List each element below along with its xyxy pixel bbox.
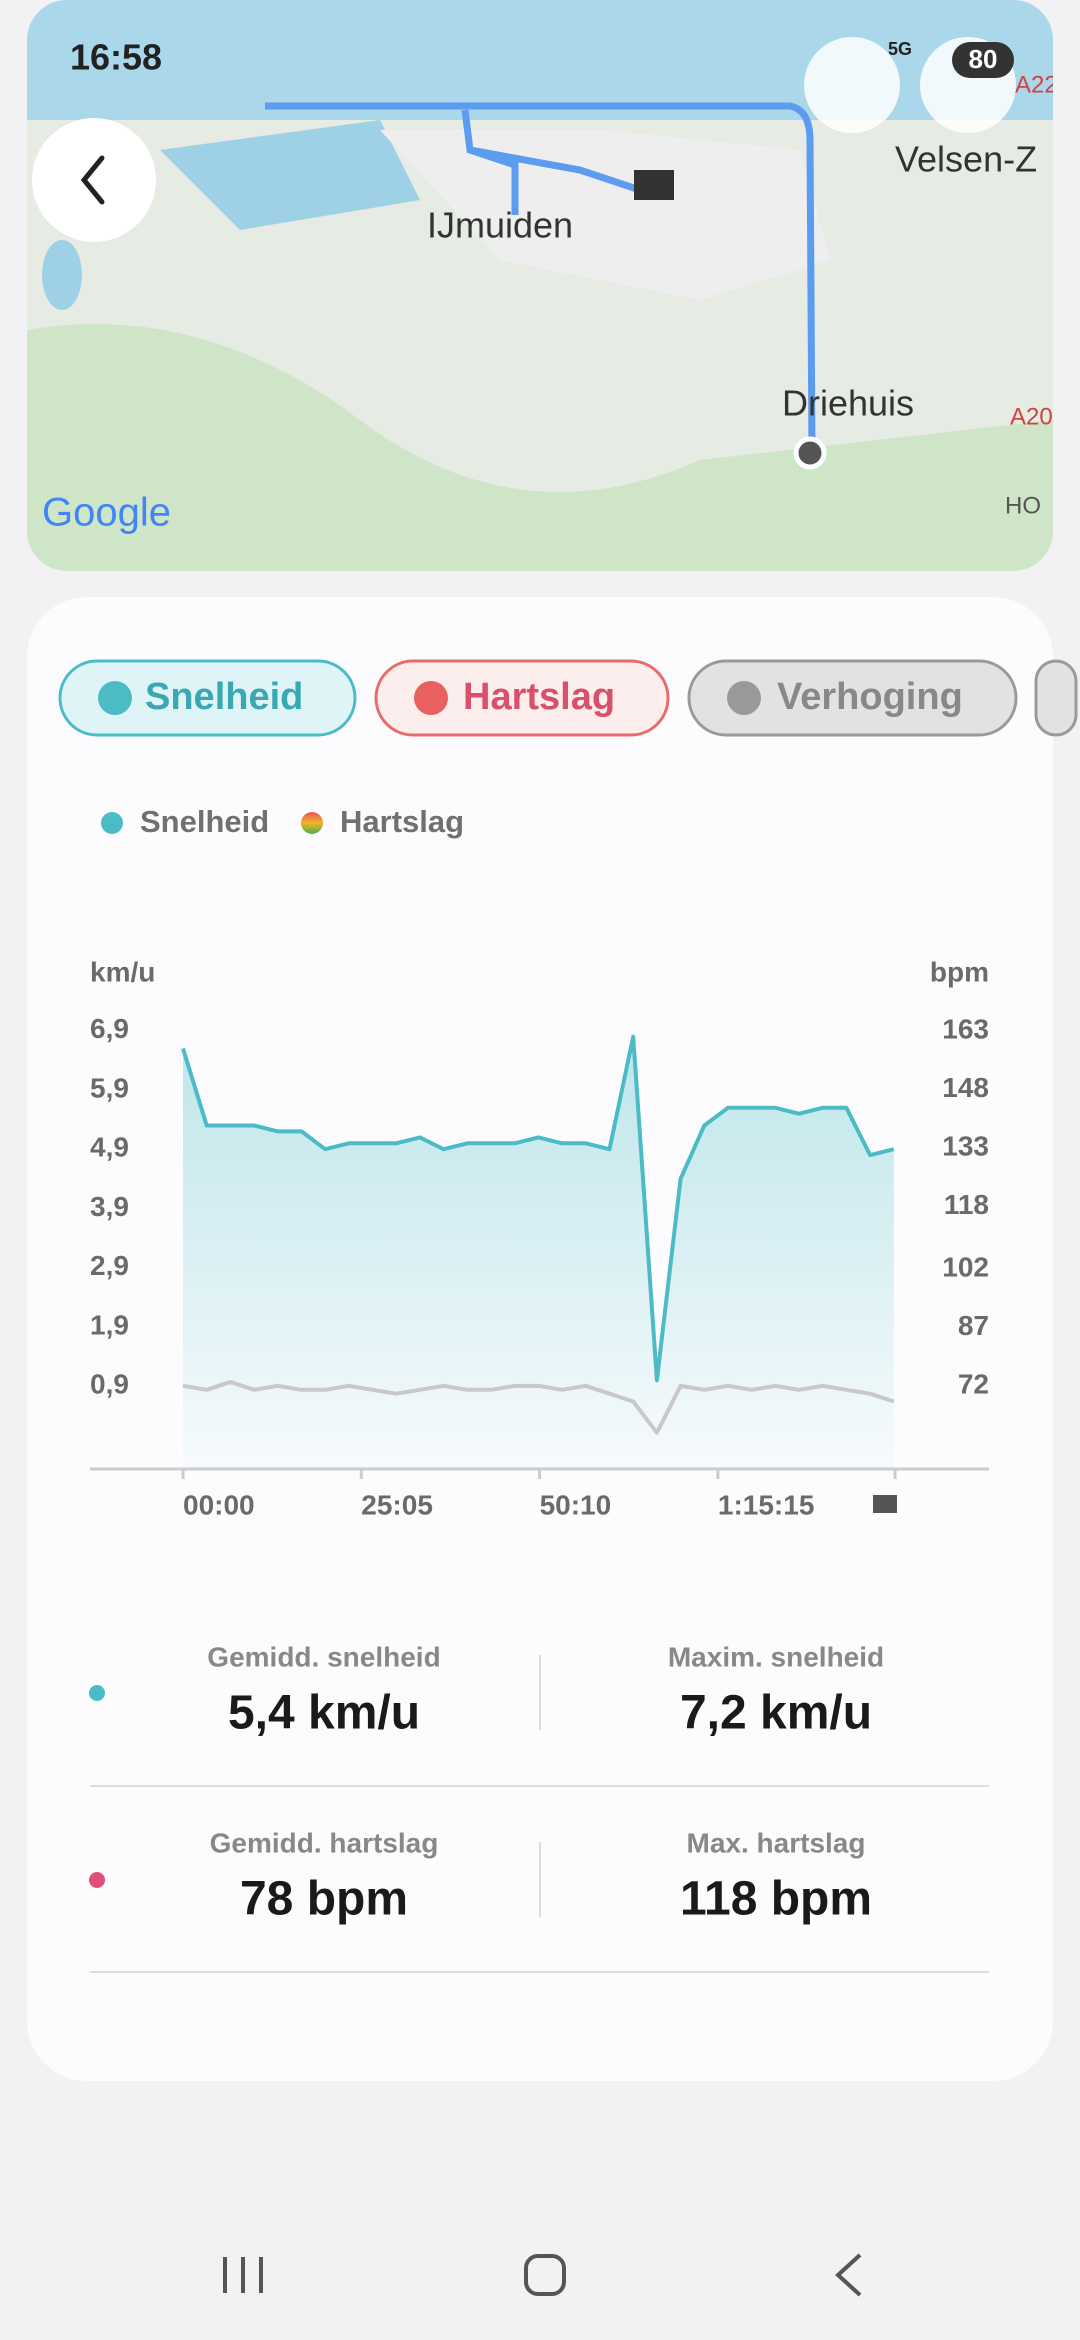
water: [27, 0, 1053, 120]
back-button[interactable]: [32, 118, 156, 242]
stat-value: 118 bpm: [680, 1873, 872, 1926]
y2-axis-unit: bpm: [930, 956, 989, 987]
y-axis-unit: km/u: [90, 956, 155, 987]
stat-value: 5,4 km/u: [228, 1687, 420, 1740]
chip-add: [727, 681, 761, 715]
lake: [42, 240, 82, 310]
y-tick-label: 6,9: [90, 1013, 129, 1044]
legend-label: Snelheid: [140, 804, 269, 839]
y-tick-label: 4,9: [90, 1132, 129, 1163]
start-marker: [793, 436, 827, 470]
map[interactable]: IJmuiden Velsen-Z Driehuis A22 A20 HO Go…: [27, 0, 1058, 571]
stat-dot: [89, 1872, 105, 1888]
status-network: 5G: [888, 39, 912, 59]
back-icon: [80, 155, 105, 205]
y2-tick-label: 163: [942, 1013, 989, 1044]
chip-label: Hartslag: [463, 676, 615, 718]
road-label: A20: [1010, 403, 1053, 430]
y-tick-label: 0,9: [90, 1368, 129, 1399]
y2-tick-label: 102: [942, 1251, 989, 1282]
stat-value: 78 bpm: [240, 1873, 408, 1926]
y2-tick-label: 72: [958, 1368, 989, 1399]
chart: Snelheid Hartslag km/u bpm 0,9 1,9 2,9 3,9 4,9 5,…: [90, 804, 989, 1520]
y2-tick-label: 118: [944, 1189, 989, 1220]
nav-back[interactable]: [835, 2253, 862, 2297]
stat-label: Gemidd. snelheid: [207, 1641, 440, 1672]
nav-home[interactable]: [524, 2254, 566, 2296]
battery: [952, 42, 1014, 78]
town: [380, 130, 830, 300]
finish-flag: [634, 170, 674, 200]
chip[interactable]: [58, 659, 357, 737]
chip-label: Snelheid: [145, 676, 303, 718]
y-tick-label: 2,9: [90, 1250, 129, 1281]
legend-marker: [101, 812, 123, 834]
x-tick-label: 50:10: [540, 1489, 612, 1520]
battery-level: 80: [969, 44, 998, 74]
map-label: Velsen-Z: [895, 139, 1037, 180]
x-tick-label: 25:05: [361, 1489, 433, 1520]
nav-recents[interactable]: [223, 2257, 263, 2293]
stat-label: Gemidd. hartslag: [210, 1827, 439, 1858]
map-label: Driehuis: [782, 383, 914, 424]
layers-button[interactable]: [804, 37, 900, 133]
attribution: Google: [42, 491, 171, 535]
y2-tick-label: 87: [958, 1310, 989, 1341]
legend-marker: [301, 812, 323, 834]
map-label: HO: [1005, 492, 1041, 519]
y2-tick-label: 133: [942, 1130, 989, 1161]
road-label: A22: [1015, 71, 1058, 98]
route: [461, 109, 642, 215]
stat-value: 7,2 km/u: [680, 1687, 872, 1740]
y-tick-label: 1,9: [90, 1309, 129, 1340]
stat-dot: [89, 1685, 105, 1701]
stat-label: Max. hartslag: [687, 1827, 866, 1858]
y-tick-label: 5,9: [90, 1072, 129, 1103]
speed-line: [181, 1034, 895, 1383]
legend-label: Hartslag: [340, 804, 464, 839]
route: [265, 102, 816, 456]
chip[interactable]: [1034, 659, 1078, 737]
chip[interactable]: [687, 659, 1018, 737]
chip-check: [414, 681, 448, 715]
y2-tick-label: 148: [942, 1072, 989, 1103]
x-tick-label: 00:00: [183, 1489, 255, 1520]
y-tick-label: 3,9: [90, 1191, 129, 1222]
heart-rate-line: [182, 1380, 895, 1435]
map-label: IJmuiden: [427, 205, 573, 246]
status-time: 16:58: [70, 37, 162, 78]
harbour: [160, 120, 420, 230]
dunes: [27, 324, 1053, 571]
finish-icon: [873, 1495, 897, 1513]
stat-label: Maxim. snelheid: [668, 1641, 884, 1672]
chip-label: Verhoging: [777, 676, 963, 718]
chip-check: [98, 681, 132, 715]
x-tick-label: 1:15:15: [718, 1489, 815, 1520]
chip[interactable]: [374, 659, 670, 737]
